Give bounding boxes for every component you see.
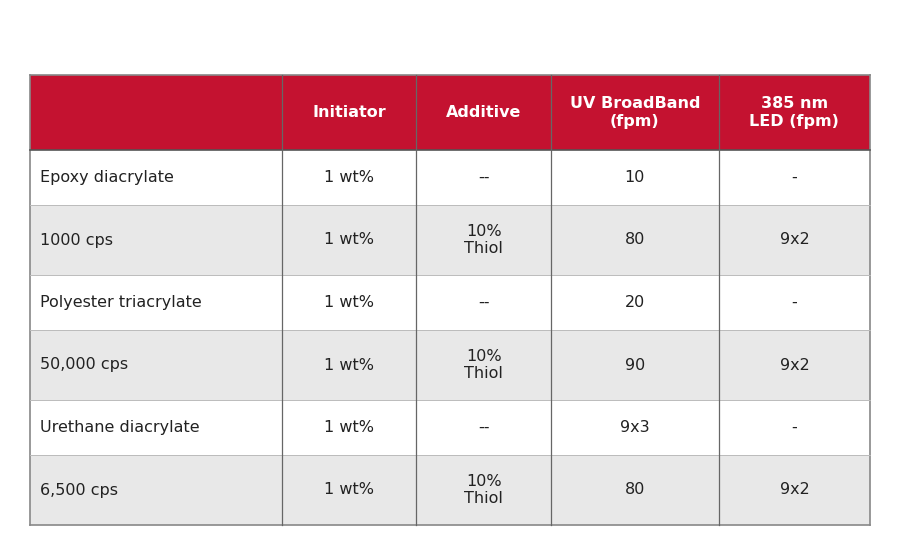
Text: 50,000 cps: 50,000 cps <box>40 358 128 372</box>
Text: 10: 10 <box>625 170 645 185</box>
Bar <box>282 330 417 400</box>
Text: 9x3: 9x3 <box>620 420 650 435</box>
Bar <box>719 330 870 400</box>
Text: -: - <box>791 420 797 435</box>
Bar <box>30 75 282 150</box>
Bar <box>30 275 282 330</box>
Text: Polyester triacrylate: Polyester triacrylate <box>40 295 202 310</box>
Bar <box>282 275 417 330</box>
Text: 80: 80 <box>625 482 645 498</box>
Bar <box>417 75 551 150</box>
Bar <box>719 275 870 330</box>
Text: 1 wt%: 1 wt% <box>324 358 374 372</box>
Bar <box>30 205 282 275</box>
Text: 385 nm
LED (fpm): 385 nm LED (fpm) <box>750 96 840 129</box>
Bar <box>417 330 551 400</box>
Bar <box>282 400 417 455</box>
Bar <box>282 455 417 525</box>
Bar <box>30 455 282 525</box>
Text: 90: 90 <box>625 358 645 372</box>
Bar <box>282 205 417 275</box>
Text: Additive: Additive <box>446 105 521 120</box>
Text: --: -- <box>478 295 490 310</box>
Text: 20: 20 <box>625 295 645 310</box>
Text: --: -- <box>478 170 490 185</box>
Text: 6,500 cps: 6,500 cps <box>40 482 118 498</box>
Text: 10%
Thiol: 10% Thiol <box>464 474 503 506</box>
Text: 1000 cps: 1000 cps <box>40 233 113 248</box>
Bar <box>551 205 719 275</box>
Bar <box>282 150 417 205</box>
Bar <box>719 455 870 525</box>
Text: 80: 80 <box>625 233 645 248</box>
Bar <box>282 75 417 150</box>
Text: 9x2: 9x2 <box>779 358 809 372</box>
Bar <box>551 75 719 150</box>
Bar <box>719 205 870 275</box>
Bar <box>417 455 551 525</box>
Bar <box>417 400 551 455</box>
Bar <box>551 150 719 205</box>
Bar <box>417 150 551 205</box>
Text: Epoxy diacrylate: Epoxy diacrylate <box>40 170 174 185</box>
Text: Initiator: Initiator <box>312 105 386 120</box>
Bar <box>30 400 282 455</box>
Text: 1 wt%: 1 wt% <box>324 233 374 248</box>
Text: -: - <box>791 170 797 185</box>
Bar <box>417 205 551 275</box>
Text: 9x2: 9x2 <box>779 233 809 248</box>
Text: Urethane diacrylate: Urethane diacrylate <box>40 420 200 435</box>
Bar <box>719 150 870 205</box>
Bar <box>551 330 719 400</box>
Bar <box>30 150 282 205</box>
Bar <box>417 275 551 330</box>
Text: 1 wt%: 1 wt% <box>324 482 374 498</box>
Text: 10%
Thiol: 10% Thiol <box>464 224 503 256</box>
Text: 10%
Thiol: 10% Thiol <box>464 349 503 381</box>
Text: -: - <box>791 295 797 310</box>
Bar <box>30 330 282 400</box>
Text: 9x2: 9x2 <box>779 482 809 498</box>
Bar <box>551 275 719 330</box>
Bar <box>551 455 719 525</box>
Bar <box>551 400 719 455</box>
Bar <box>719 75 870 150</box>
Text: 1 wt%: 1 wt% <box>324 170 374 185</box>
Bar <box>719 400 870 455</box>
Text: 1 wt%: 1 wt% <box>324 420 374 435</box>
Text: 1 wt%: 1 wt% <box>324 295 374 310</box>
Text: UV BroadBand
(fpm): UV BroadBand (fpm) <box>570 96 700 129</box>
Text: --: -- <box>478 420 490 435</box>
